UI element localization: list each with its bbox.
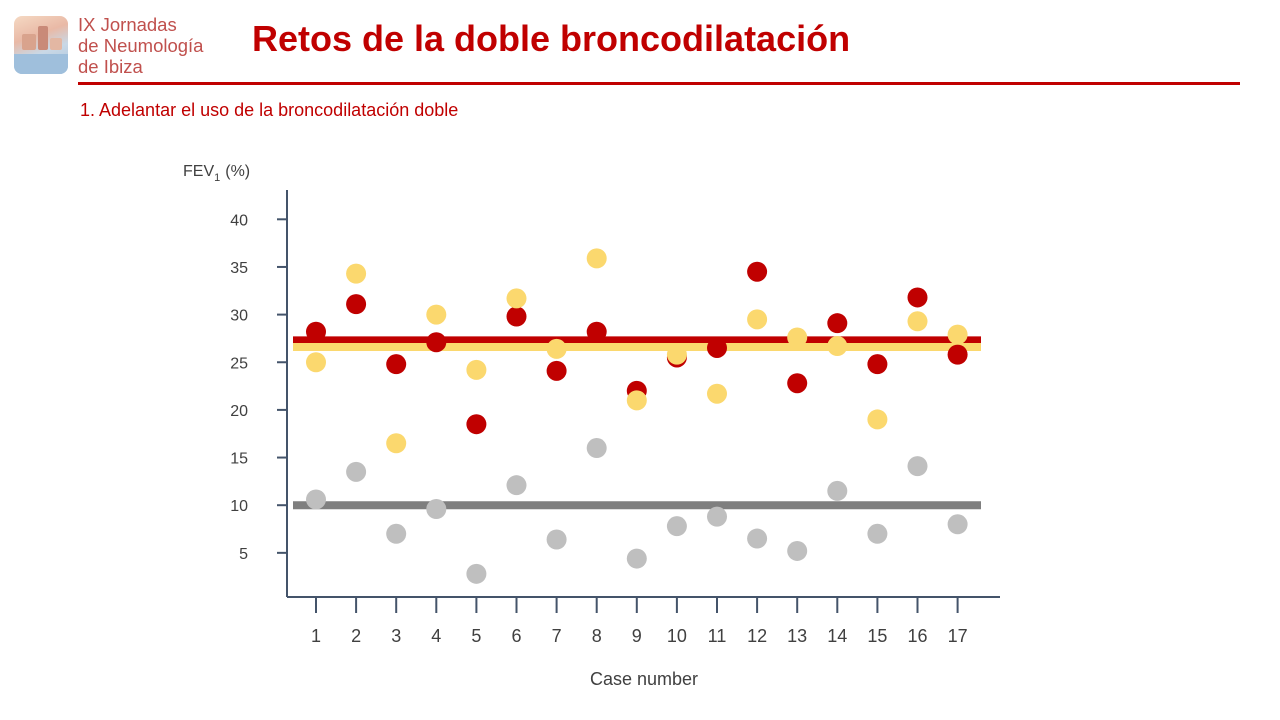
- x-tick-label: 5: [471, 626, 481, 646]
- x-tick-label: 9: [632, 626, 642, 646]
- data-point-yellow: [666, 344, 687, 365]
- data-point-yellow: [947, 324, 968, 345]
- x-tick-label: 14: [827, 626, 847, 646]
- x-tick-label: 13: [787, 626, 807, 646]
- title-divider: [78, 82, 1240, 85]
- data-point-red: [947, 344, 968, 365]
- data-point-red: [466, 414, 487, 435]
- data-point-gray: [546, 529, 567, 550]
- data-point-gray: [827, 480, 848, 501]
- y-tick-label: 30: [230, 308, 248, 325]
- data-point-red: [787, 373, 808, 394]
- data-point-red: [586, 321, 607, 342]
- y-tick-label: 10: [230, 498, 248, 515]
- conference-logo: IX Jornadas de Neumología de Ibiza: [14, 14, 244, 78]
- data-point-yellow: [466, 359, 487, 380]
- data-point-gray: [867, 523, 888, 544]
- y-ticks: 5 10 15 20 25 30 35 40: [230, 212, 287, 563]
- data-point-yellow: [827, 336, 848, 357]
- x-tick-label: 6: [511, 626, 521, 646]
- logo-text: IX Jornadas de Neumología de Ibiza: [78, 14, 244, 77]
- data-point-yellow: [546, 338, 567, 359]
- data-point-gray: [346, 461, 367, 482]
- data-point-red: [827, 313, 848, 334]
- data-point-red: [907, 287, 928, 308]
- data-point-yellow: [426, 304, 447, 325]
- data-point-gray: [947, 514, 968, 535]
- data-point-red: [546, 360, 567, 381]
- data-point-gray: [426, 499, 447, 520]
- data-point-red: [306, 321, 326, 342]
- data-point-gray: [907, 456, 928, 477]
- data-point-yellow: [907, 311, 928, 332]
- x-tick-label: 17: [948, 626, 968, 646]
- ibiza-logo-image: [14, 16, 68, 74]
- data-point-gray: [666, 516, 687, 537]
- data-point-gray: [306, 489, 326, 510]
- data-point-red: [426, 332, 447, 353]
- data-point-red: [867, 354, 888, 375]
- y-tick-label: 20: [230, 403, 248, 420]
- data-point-yellow: [586, 248, 607, 269]
- x-tick-label: 11: [708, 626, 727, 646]
- x-tick-label: 8: [592, 626, 602, 646]
- data-point-red: [506, 306, 527, 327]
- data-point-gray: [787, 540, 808, 561]
- data-point-red: [747, 261, 768, 282]
- data-point-gray: [586, 438, 607, 459]
- x-tick-label: 4: [431, 626, 441, 646]
- x-tick-label: 3: [391, 626, 401, 646]
- x-tick-label: 2: [351, 626, 361, 646]
- series-layer: [293, 248, 981, 584]
- x-tick-label: 1: [311, 626, 321, 646]
- y-tick-label: 5: [239, 546, 248, 563]
- x-tick-label: 10: [667, 626, 687, 646]
- y-tick-label: 25: [230, 355, 248, 372]
- data-point-gray: [506, 475, 527, 496]
- points-yellow: [306, 248, 968, 454]
- points-gray: [306, 438, 968, 584]
- x-ticks: 1 2 3 4 5 6 7 8 9 10 11 12 13 14 15 16 17: [311, 597, 968, 646]
- data-point-yellow: [346, 263, 367, 284]
- data-point-yellow: [747, 309, 768, 330]
- data-point-gray: [747, 528, 768, 549]
- x-tick-label: 12: [747, 626, 767, 646]
- data-point-yellow: [506, 288, 527, 309]
- x-axis-label: Case number: [590, 669, 698, 689]
- logo-line-3: de Ibiza: [78, 56, 143, 77]
- data-point-yellow: [867, 409, 888, 430]
- x-tick-label: 7: [552, 626, 562, 646]
- data-point-yellow: [386, 433, 407, 454]
- logo-line-2: de Neumología: [78, 35, 204, 56]
- data-point-yellow: [626, 390, 647, 411]
- y-tick-label: 15: [230, 451, 248, 468]
- page-title: Retos de la doble broncodilatación: [252, 18, 851, 59]
- data-point-yellow: [707, 383, 727, 404]
- data-point-red: [346, 294, 367, 315]
- logo-line-1: IX Jornadas: [78, 14, 177, 35]
- x-tick-label: 15: [867, 626, 887, 646]
- data-point-gray: [466, 563, 487, 584]
- y-tick-label: 35: [230, 260, 248, 277]
- page-subtitle: 1. Adelantar el uso de la broncodilataci…: [80, 100, 459, 120]
- data-point-gray: [386, 523, 407, 544]
- data-point-red: [707, 337, 727, 358]
- y-axis-label: FEV1 (%): [183, 163, 250, 184]
- data-point-gray: [707, 506, 727, 527]
- x-tick-label: 16: [907, 626, 927, 646]
- data-point-yellow: [306, 352, 326, 373]
- data-point-gray: [626, 548, 647, 569]
- y-tick-label: 40: [230, 212, 248, 229]
- data-point-yellow: [787, 327, 808, 348]
- data-point-red: [386, 354, 407, 375]
